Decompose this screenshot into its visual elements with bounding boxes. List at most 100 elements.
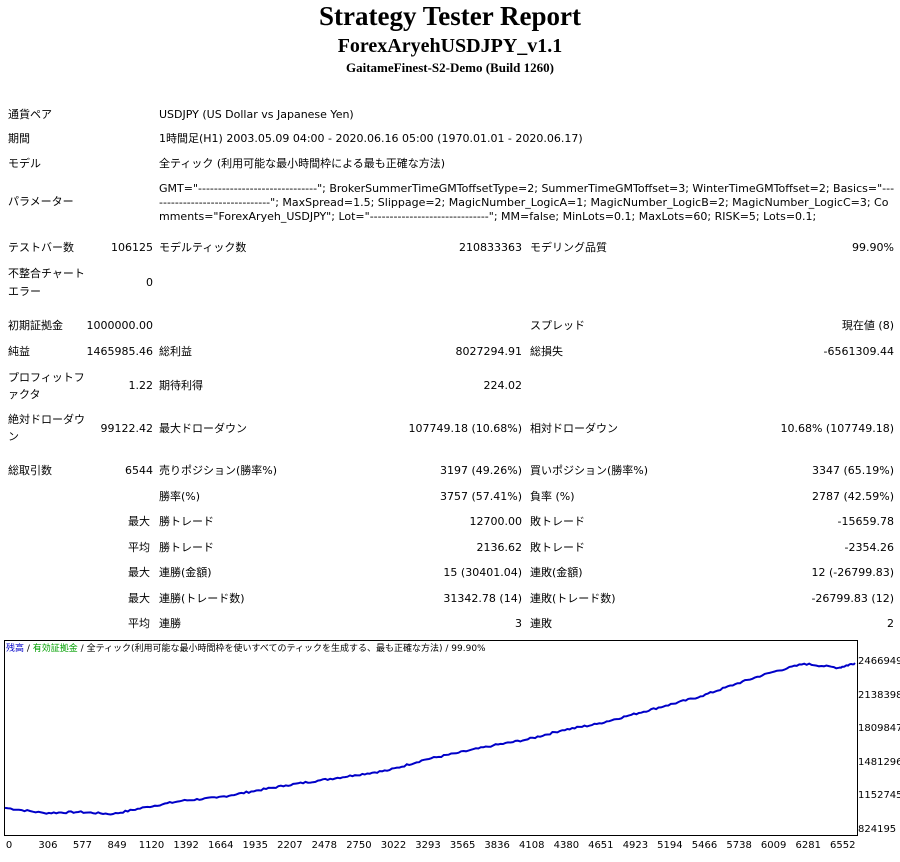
currency-pair-value: USDJPY (US Dollar vs Japanese Yen) — [159, 108, 354, 121]
gross-loss-label: 総損失 — [530, 345, 563, 358]
period-label: 期間 — [8, 132, 30, 145]
x-tick-label: 1392 — [173, 840, 199, 851]
period-value: 1時間足(H1) 2003.05.09 04:00 - 2020.06.16 0… — [159, 132, 583, 145]
long-positions-value: 3347 (65.19%) — [811, 464, 894, 477]
average-win-value: 2136.62 — [476, 541, 523, 554]
max-cons-losses-cnt-value: -26799.83 (12) — [811, 592, 894, 605]
deposit-value: 1000000.00 — [86, 319, 153, 332]
deposit-label: 初期証拠金 — [8, 319, 63, 332]
long-positions-label: 買いポジション(勝率%) — [530, 464, 649, 477]
mismatch-value: 0 — [146, 276, 153, 289]
mismatch-label: 不整合チャートエラー — [8, 267, 85, 298]
x-tick-label: 4651 — [588, 840, 614, 851]
y-tick-label: 1152745 — [858, 790, 900, 802]
largest-win-label: 勝トレード — [159, 515, 214, 528]
max-drawdown-value: 107749.18 (10.68%) — [408, 422, 522, 435]
short-positions-value: 3197 (49.26%) — [439, 464, 522, 477]
largest-prefix: 最大 — [128, 515, 150, 528]
profit-factor-value: 1.22 — [128, 379, 154, 392]
largest-loss-value: -15659.78 — [837, 515, 894, 528]
x-tick-label: 3293 — [415, 840, 441, 851]
net-label: 純益 — [8, 345, 30, 358]
relative-drawdown-value: 10.68% (107749.18) — [780, 422, 894, 435]
x-tick-label: 2750 — [346, 840, 372, 851]
avg-cons-wins-label: 連勝 — [159, 617, 181, 630]
y-tick-label: 1481296 — [858, 756, 900, 768]
expected-payoff-value: 224.02 — [483, 379, 523, 392]
legend-separator: / — [24, 644, 33, 654]
legend-quality: 99.90% — [451, 644, 486, 654]
expected-payoff-label: 期待利得 — [159, 379, 203, 392]
max-cons-losses-amt-label: 連敗(金額) — [530, 566, 583, 579]
avg-cons-losses-label: 連敗 — [530, 617, 552, 630]
gross-profit-label: 総利益 — [159, 345, 192, 358]
currency-pair-label: 通貨ペア — [8, 108, 52, 121]
x-tick-label: 3022 — [380, 840, 407, 851]
balance-chart-svg — [4, 662, 856, 816]
bars-label: テストバー数 — [8, 241, 74, 254]
largest-win-value: 12700.00 — [469, 515, 523, 528]
largest-loss-label: 敗トレード — [530, 515, 585, 528]
balance-line — [4, 662, 856, 816]
x-tick-label: 306 — [38, 840, 58, 851]
x-tick-label: 4923 — [622, 840, 649, 851]
quality-label: モデリング品質 — [530, 241, 607, 254]
total-trades-value: 6544 — [125, 464, 153, 477]
server-build: GaitameFinest-S2-Demo (Build 1260) — [346, 60, 554, 75]
legend-model: 全ティック(利用可能な最小時間枠を使いすべてのティックを生成する、最も正確な方法… — [86, 644, 443, 654]
x-tick-label: 5738 — [726, 840, 752, 851]
x-tick-label: 3565 — [449, 840, 476, 851]
net-value: 1465985.46 — [86, 345, 153, 358]
max-cons-wins-cnt-label: 連勝(トレード数) — [159, 592, 245, 605]
max-cons-wins-amt-label: 連勝(金額) — [159, 566, 212, 579]
x-tick-label: 5466 — [691, 840, 718, 851]
legend-balance: 残高 — [6, 644, 25, 654]
quality-value: 99.90% — [852, 241, 894, 254]
y-tick-label: 824195 — [858, 824, 897, 835]
absolute-drawdown-label: 絶対ドローダウン — [8, 413, 85, 443]
x-tick-label: 2207 — [277, 840, 303, 851]
x-tick-label: 6552 — [829, 840, 856, 851]
balance-chart — [4, 640, 858, 836]
y-tick-label: 1809847 — [858, 723, 900, 735]
x-tick-label: 5194 — [657, 840, 683, 851]
model-value: 全ティック (利用可能な最小時間枠による最も正確な方法) — [159, 157, 446, 170]
x-tick-label: 0 — [5, 840, 13, 851]
spread-value: 現在値 (8) — [841, 319, 894, 332]
max-cons-losses-amt-value: 12 (-26799.83) — [811, 566, 894, 579]
loss-pct-label: 負率 (%) — [530, 490, 575, 503]
relative-drawdown-label: 相対ドローダウン — [530, 422, 618, 435]
absolute-drawdown-value: 99122.42 — [100, 422, 154, 435]
x-tick-label: 6281 — [795, 840, 821, 851]
expert-name: ForexAryehUSDJPY_v1.1 — [337, 35, 563, 57]
x-tick-label: 1664 — [208, 840, 234, 851]
bars-value: 106125 — [111, 241, 153, 254]
average-prefix: 平均 — [128, 541, 150, 554]
model-label: モデル — [8, 157, 41, 170]
max-cons-wins-amt-value: 15 (30401.04) — [443, 566, 522, 579]
y-tick-label: 2138398 — [858, 689, 900, 701]
x-tick-label: 3836 — [484, 840, 510, 851]
spread-label: スプレッド — [530, 319, 585, 332]
x-tick-label: 1935 — [242, 840, 268, 851]
x-tick-label: 849 — [107, 840, 127, 851]
x-tick-label: 577 — [72, 840, 92, 851]
average-win-label: 勝トレード — [159, 541, 214, 554]
average-loss-value: -2354.26 — [844, 541, 894, 554]
max-cons-cnt-prefix: 最大 — [128, 592, 150, 605]
x-tick-label: 4380 — [553, 840, 580, 851]
legend-separator: / — [77, 644, 87, 654]
profit-factor-label: プロフィットファクタ — [8, 371, 85, 401]
win-pct-value: 3757 (57.41%) — [439, 490, 522, 503]
gross-loss-value: -6561309.44 — [823, 345, 894, 358]
parameters-label: パラメーター — [8, 195, 74, 208]
avg-cons-prefix: 平均 — [128, 617, 150, 630]
legend-equity: 有効証拠金 — [32, 644, 78, 654]
avg-cons-wins-value: 3 — [515, 617, 522, 630]
legend-separator: / — [442, 644, 452, 654]
win-pct-label: 勝率(%) — [159, 490, 201, 503]
max-drawdown-label: 最大ドローダウン — [159, 422, 247, 435]
average-loss-label: 敗トレード — [530, 541, 585, 554]
short-positions-label: 売りポジション(勝率%) — [159, 464, 278, 477]
x-tick-label: 6009 — [760, 840, 787, 851]
